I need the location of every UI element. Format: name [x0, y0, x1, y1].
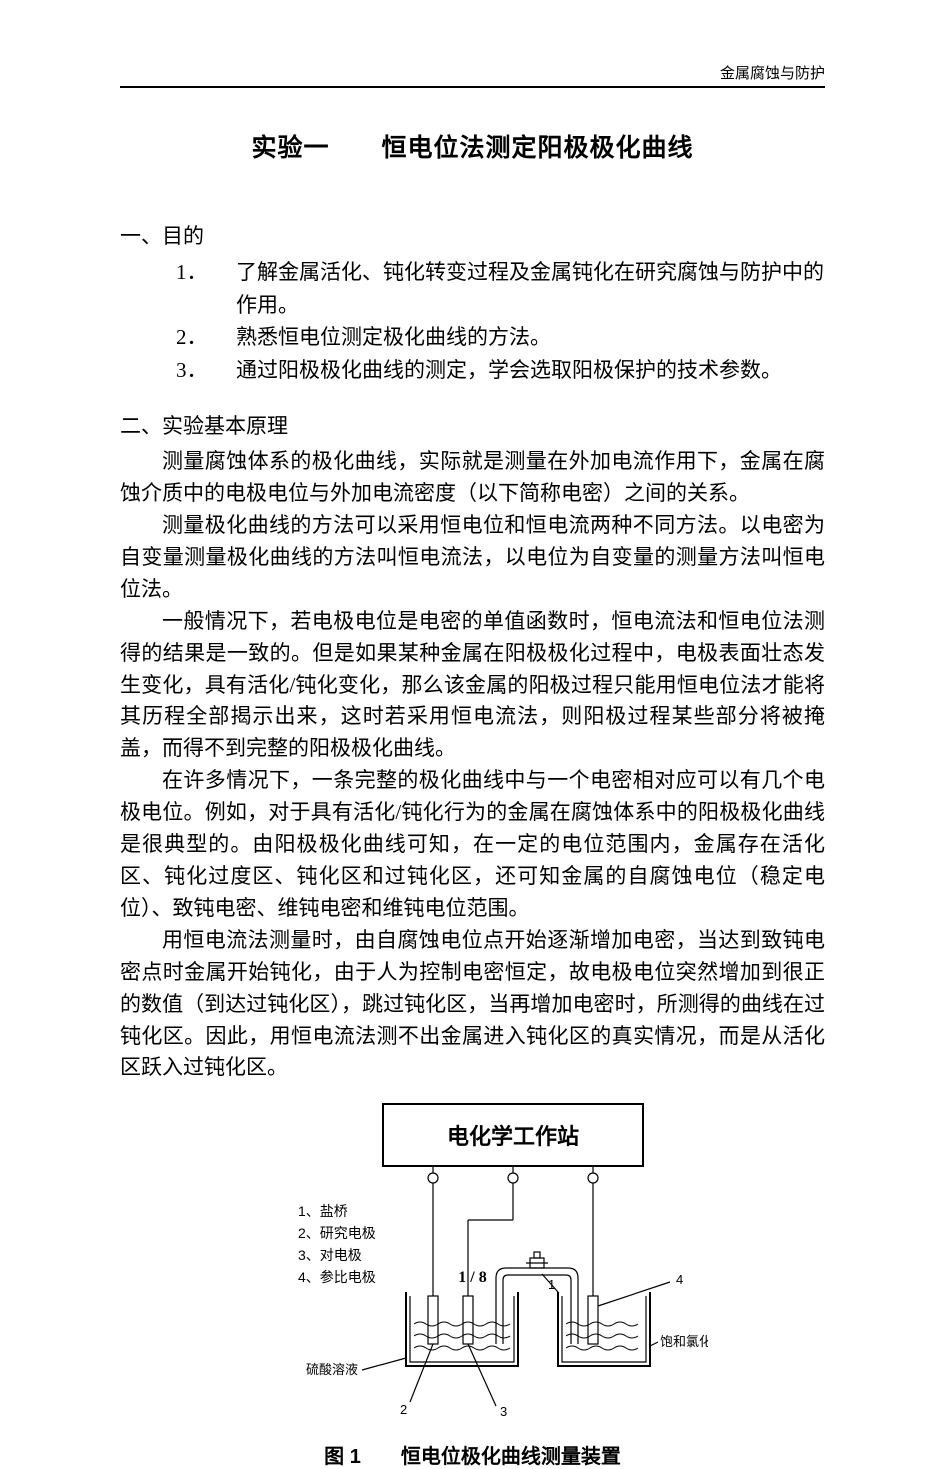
legend-item: 3、对电极: [298, 1247, 362, 1263]
list-item: 1． 了解金属活化、钝化转变过程及金属钝化在研究腐蚀与防护中的作用。: [176, 256, 825, 321]
list-number: 1．: [176, 256, 236, 321]
paragraph: 用恒电流法测量时，由自腐蚀电位点开始逐渐增加电密，当达到致钝电密点时金属开始钝化…: [120, 925, 825, 1085]
page-number: 1 / 8: [0, 1269, 945, 1287]
list-text: 熟悉恒电位测定极化曲线的方法。: [236, 321, 551, 354]
list-item: 3． 通过阳极极化曲线的测定，学会选取阳极保护的技术参数。: [176, 354, 825, 387]
marker-3: 3: [500, 1404, 507, 1419]
paragraph: 在许多情况下，一条完整的极化曲线中与一个电密相对应可以有几个电极电位。例如，对于…: [120, 765, 825, 925]
list-number: 3．: [176, 354, 236, 387]
section-1-heading: 一、目的: [120, 220, 825, 250]
paragraph: 测量腐蚀体系的极化曲线，实际就是测量在外加电流作用下，金属在腐蚀介质中的电极电位…: [120, 446, 825, 510]
paragraph: 一般情况下，若电极电位是电密的单值函数时，恒电流法和恒电位法测得的结果是一致的。…: [120, 606, 825, 766]
document-title: 实验一 恒电位法测定阳极极化曲线: [120, 128, 825, 164]
header-rule: [120, 86, 825, 88]
list-text: 了解金属活化、钝化转变过程及金属钝化在研究腐蚀与防护中的作用。: [236, 256, 825, 321]
figure-caption: 图 1 恒电位极化曲线测量装置: [120, 1440, 825, 1469]
apparatus-diagram: 电化学工作站 1、盐桥 2、研究电极 3、对电极 4、参比电极: [238, 1096, 708, 1426]
paragraph: 测量极化曲线的方法可以采用恒电位和恒电流两种不同方法。以电密为自变量测量极化曲线…: [120, 510, 825, 606]
legend-item: 1、盐桥: [298, 1203, 348, 1219]
objectives-list: 1． 了解金属活化、钝化转变过程及金属钝化在研究腐蚀与防护中的作用。 2． 熟悉…: [176, 256, 825, 386]
marker-2: 2: [400, 1402, 407, 1417]
legend-item: 2、研究电极: [298, 1225, 376, 1241]
section-2-heading: 二、实验基本原理: [120, 410, 825, 440]
left-solution-label: 硫酸溶液: [305, 1362, 357, 1377]
list-number: 2．: [176, 321, 236, 354]
figure-1: 电化学工作站 1、盐桥 2、研究电极 3、对电极 4、参比电极: [120, 1096, 825, 1426]
header-course-name: 金属腐蚀与防护: [720, 62, 825, 83]
list-text: 通过阳极极化曲线的测定，学会选取阳极保护的技术参数。: [236, 354, 782, 387]
page: 金属腐蚀与防护 实验一 恒电位法测定阳极极化曲线 一、目的 1． 了解金属活化、…: [0, 0, 945, 1337]
station-label: 电化学工作站: [446, 1124, 578, 1149]
list-item: 2． 熟悉恒电位测定极化曲线的方法。: [176, 321, 825, 354]
content-area: 实验一 恒电位法测定阳极极化曲线 一、目的 1． 了解金属活化、钝化转变过程及金…: [120, 120, 825, 1469]
